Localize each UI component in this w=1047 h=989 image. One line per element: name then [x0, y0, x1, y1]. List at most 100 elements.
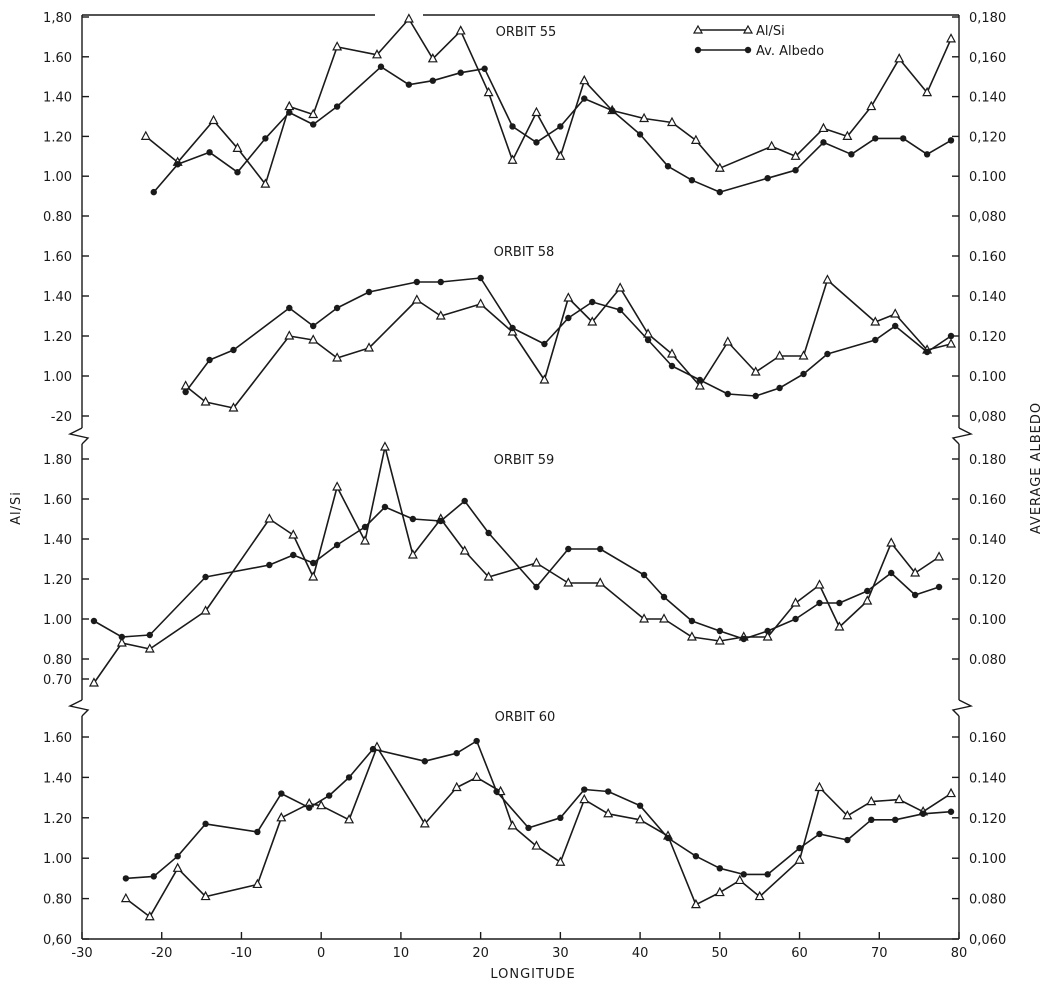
point-al-si [694, 380, 705, 390]
point-albedo [266, 561, 273, 569]
point-al-si [714, 162, 725, 172]
point-albedo [90, 617, 98, 625]
point-albedo [848, 151, 855, 158]
point-albedo [262, 135, 269, 142]
point-albedo [640, 571, 648, 579]
point-al-si [483, 86, 494, 97]
point-albedo [286, 304, 293, 312]
x-tick-label: 50 [712, 946, 729, 961]
point-al-si [790, 597, 801, 607]
right-tick-label: 0,160 [969, 51, 1006, 66]
point-al-si [666, 116, 677, 127]
point-al-si [922, 86, 933, 97]
point-albedo [872, 135, 879, 142]
left-tick-label: 1.40 [43, 290, 72, 305]
point-albedo [421, 758, 429, 765]
point-albedo [429, 77, 436, 84]
point-albedo [122, 875, 130, 882]
point-albedo [413, 278, 421, 286]
point-albedo [792, 615, 799, 623]
point-albedo [664, 163, 672, 170]
point-al-si [232, 142, 243, 152]
point-albedo [278, 790, 285, 797]
point-albedo [716, 188, 724, 196]
point-al-si [894, 53, 905, 63]
right-tick-label: 0.120 [969, 330, 1006, 345]
x-tick-label: 20 [472, 946, 489, 961]
point-albedo [724, 390, 731, 398]
point-albedo [616, 306, 624, 314]
point-al-si [332, 352, 343, 362]
point-al-si [308, 108, 319, 119]
point-albedo [381, 503, 389, 511]
x-tick-label: 80 [951, 946, 968, 961]
point-al-si [587, 316, 598, 326]
point-al-si [419, 818, 430, 828]
point-albedo [365, 288, 373, 296]
orbit-title: ORBIT 55 [496, 25, 557, 40]
point-al-si [834, 621, 845, 631]
right-axis-label: AVERAGE ALBEDO [1029, 402, 1044, 534]
point-albedo [816, 830, 823, 838]
point-al-si [822, 274, 833, 284]
point-al-si [686, 631, 697, 641]
point-albedo [509, 123, 516, 130]
x-tick-label: 40 [632, 946, 649, 961]
point-albedo [118, 633, 126, 641]
point-albedo [361, 523, 369, 531]
point-al-si [459, 545, 470, 555]
point-al-si [866, 795, 877, 806]
legend-albedo-label: Av. Albedo [756, 44, 824, 59]
point-al-si [332, 41, 343, 51]
point-albedo [764, 174, 771, 182]
legend-entry-al-si: Al/Si [692, 24, 785, 39]
x-tick-label: 0 [317, 946, 325, 961]
point-al-si [639, 613, 650, 623]
point-albedo [533, 139, 540, 146]
right-tick-label: 0.080 [969, 893, 1006, 908]
point-albedo [405, 81, 413, 88]
point-albedo [206, 356, 213, 364]
point-al-si [579, 793, 590, 804]
point-albedo [325, 792, 333, 799]
point-albedo [899, 135, 907, 142]
left-tick-label: 0.80 [43, 893, 72, 908]
point-albedo [660, 593, 668, 601]
legend-entry-av-albedo: Av. Albedo [694, 44, 824, 59]
point-al-si [332, 481, 343, 491]
point-albedo [457, 69, 464, 76]
point-al-si [172, 862, 183, 872]
left-tick-label: 1.20 [43, 573, 72, 588]
point-al-si [144, 911, 155, 921]
point-al-si [308, 571, 319, 581]
x-axis-label: LONGITUDE [490, 967, 575, 982]
left-tick-label: 1.20 [43, 330, 72, 345]
point-albedo [820, 139, 827, 146]
point-albedo [716, 627, 724, 635]
point-albedo [692, 852, 700, 860]
point-al-si [360, 535, 371, 545]
left-tick-label: -20 [51, 410, 72, 425]
point-al-si [364, 342, 375, 352]
point-al-si [595, 577, 606, 587]
point-al-si [870, 316, 881, 326]
point-al-si [579, 74, 590, 85]
point-al-si [734, 874, 745, 885]
point-albedo [254, 828, 261, 836]
point-albedo [310, 121, 317, 128]
point-albedo [892, 322, 899, 330]
right-tick-label: 0.080 [969, 653, 1006, 668]
point-albedo [369, 745, 377, 753]
legend-albedo-marker-start [694, 46, 702, 54]
point-al-si [507, 154, 518, 164]
point-al-si [200, 396, 211, 406]
series-line-albedo [153, 66, 952, 193]
point-albedo [664, 834, 672, 842]
point-albedo [310, 322, 317, 330]
point-albedo [792, 167, 799, 174]
point-albedo [836, 599, 843, 607]
point-albedo [824, 350, 831, 358]
frame-right-break-1 [951, 699, 974, 717]
point-albedo [844, 836, 851, 844]
point-albedo [565, 314, 572, 322]
